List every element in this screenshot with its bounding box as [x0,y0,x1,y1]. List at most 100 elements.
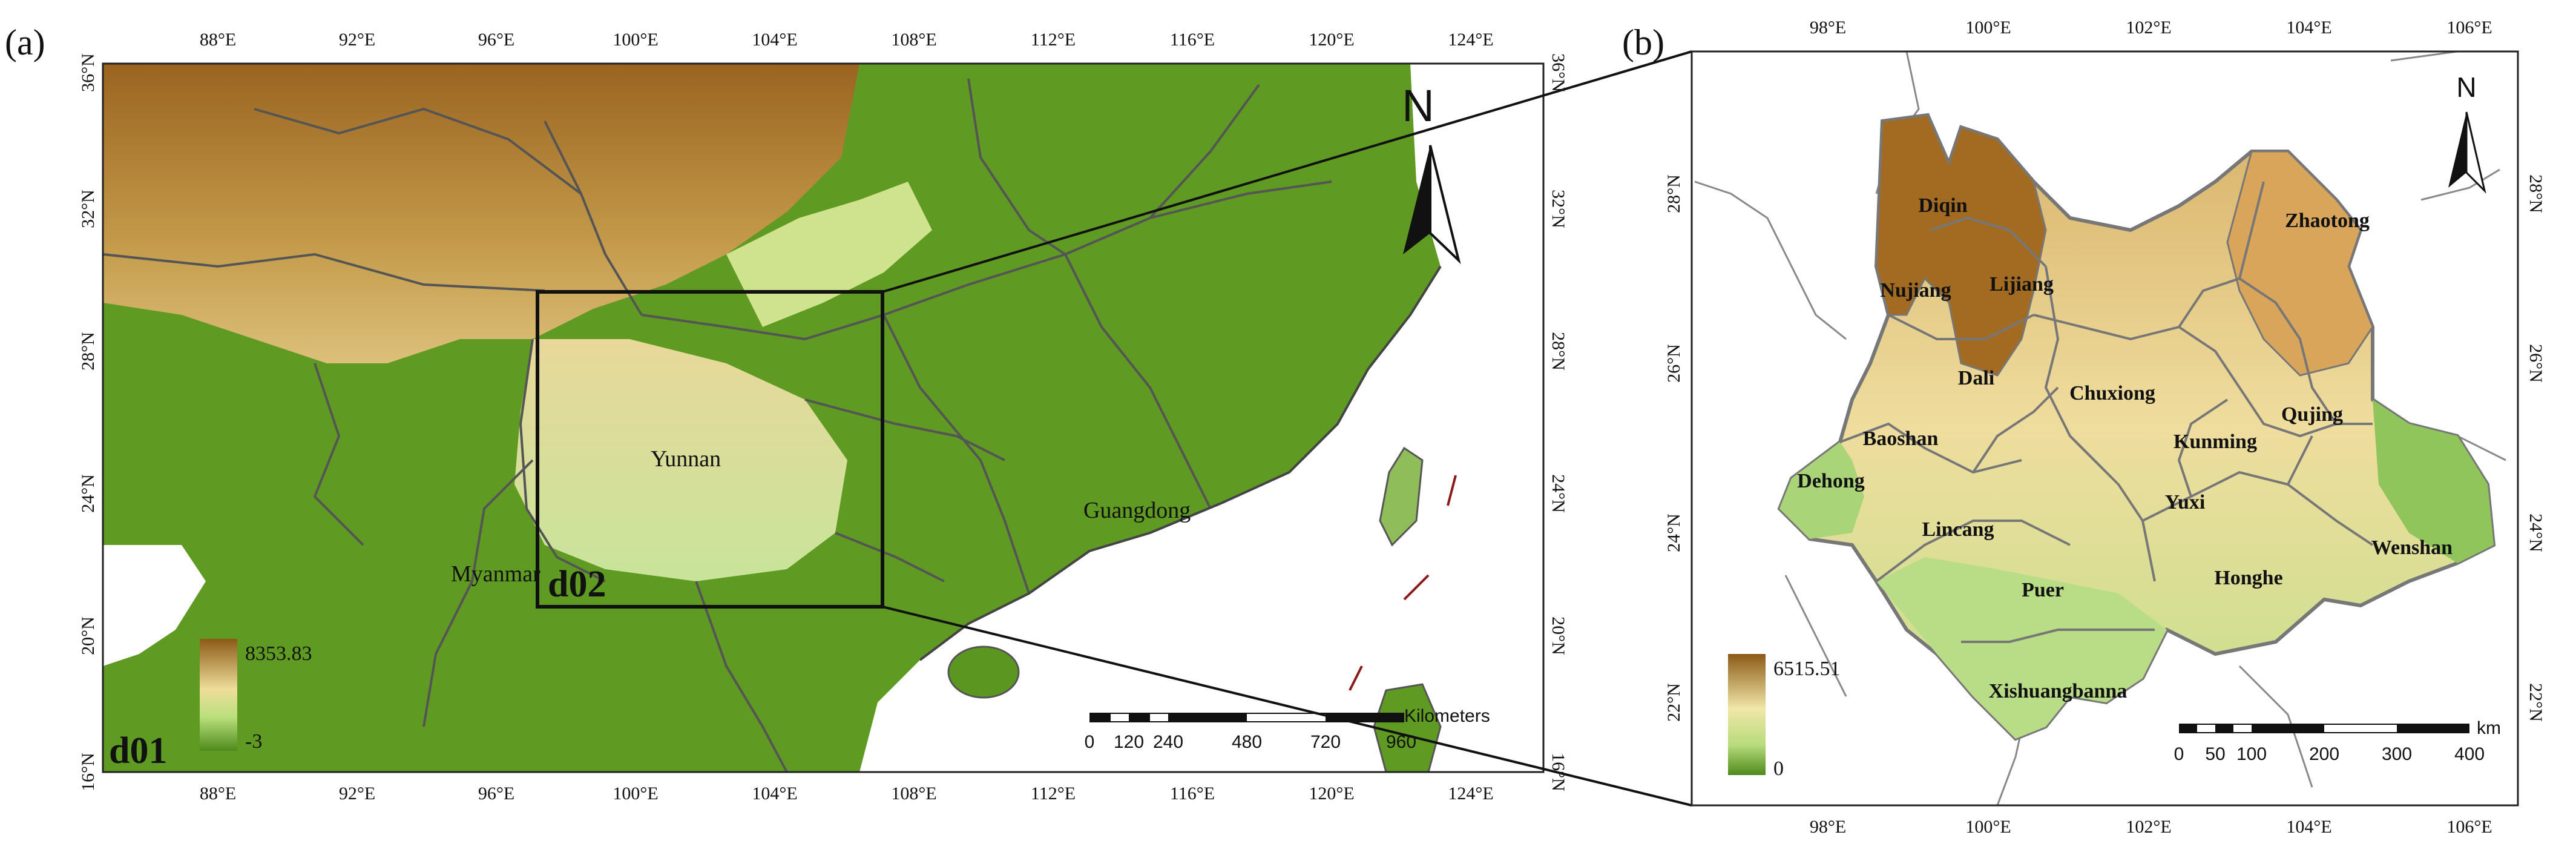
place-guangdong: Guangdong [1083,498,1191,523]
scale-tick: 120 [1114,732,1144,752]
lon-ticks-top-a: 88°E 92°E 96°E 100°E 104°E 108°E 112°E 1… [200,30,1494,50]
lon-tick: 116°E [1170,784,1215,804]
lat-tick: 36°N [78,53,98,92]
label-nujiang: Nujiang [1880,279,1951,302]
label-wenshan: Wenshan [2371,536,2453,559]
lat-tick: 32°N [1548,190,1568,228]
scale-unit-b: km [2477,718,2501,738]
lon-tick: 98°E [1810,18,1846,38]
label-dali: Dali [1958,367,1994,389]
northeast-highlands [2226,150,2374,377]
lon-tick: 92°E [339,784,375,804]
scale-tick: 50 [2205,744,2225,764]
lon-tick: 106°E [2446,18,2492,38]
scale-tick: 240 [1153,732,1183,752]
prefecture-borders [1839,181,2374,643]
lon-tick: 96°E [478,784,514,804]
lon-tick: 100°E [1965,817,2011,837]
scale-tick: 0 [2174,744,2184,764]
lat-tick: 24°N [78,474,98,513]
prefecture-labels: Diqin Nujiang Lijiang Zhaotong Dali Chux… [1797,194,2453,702]
lon-tick: 124°E [1448,30,1493,50]
lon-tick: 100°E [1965,18,2011,38]
legend-b-max: 6515.51 [1773,658,1841,680]
scale-tick: 200 [2309,744,2339,764]
label-yuxi: Yuxi [2165,491,2206,513]
lat-ticks-left-b: 22°N 24°N 26°N 28°N [1664,174,1684,722]
legend-a-max: 8353.83 [245,642,312,665]
scale-tick: 100 [2236,744,2267,764]
label-kunming: Kunming [2174,431,2257,453]
lat-ticks-right-b: 22°N 24°N 26°N 28°N [2526,174,2546,722]
lat-tick: 28°N [78,332,98,371]
lon-tick: 108°E [891,784,936,804]
north-label-a: N [1402,81,1434,131]
north-arrow-left [1403,145,1430,254]
taiwan-island [1379,446,1424,547]
lon-tick: 104°E [752,30,797,50]
dehong-lowlands [1779,442,1864,539]
lat-tick: 26°N [1664,344,1684,383]
lon-tick: 102°E [2126,817,2171,837]
lon-tick: 108°E [891,30,936,50]
lat-tick: 22°N [2526,683,2546,722]
scale-tick: 480 [1232,732,1262,752]
lon-tick: 88°E [200,784,236,804]
lat-tick: 32°N [78,190,98,228]
label-chuxiong: Chuxiong [2069,382,2155,404]
lon-tick: 100°E [613,30,658,50]
d02-domain-box [536,290,884,609]
place-yunnan: Yunnan [651,446,721,472]
north-arrow-right-b [2465,111,2486,194]
scale-tick: 0 [1085,732,1095,752]
scale-tick: 300 [2382,744,2412,764]
panel-a-label: (a) [5,22,45,62]
lat-tick: 24°N [1548,474,1568,513]
lon-tick: 98°E [1810,817,1846,837]
lon-tick: 120°E [1309,30,1354,50]
northwest-highlands [1875,114,2047,377]
map-a-area [102,64,1543,773]
southern-lowlands [1876,557,2167,739]
north-label-b: N [2456,71,2476,103]
lat-ticks-left-a: 16°N 20°N 24°N 28°N 32°N 36°N [78,53,98,791]
lat-tick: 24°N [2526,513,2546,552]
lat-tick: 26°N [2526,344,2546,383]
lon-tick: 104°E [2286,817,2331,837]
north-arrow-a: N [1402,81,1461,265]
label-lincang: Lincang [1922,518,1994,541]
scale-unit-a: Kilometers [1404,706,1490,726]
lon-tick: 96°E [478,30,514,50]
label-honghe: Honghe [2214,567,2282,589]
lon-tick: 120°E [1309,784,1354,804]
label-qujing: Qujing [2281,403,2343,426]
scale-tick: 400 [2454,744,2485,764]
hainan-island [947,645,1020,699]
legend-a-min: -3 [245,730,262,753]
wenshan-lowlands [2373,400,2494,563]
bay-of-bengal [103,545,206,666]
lon-tick: 124°E [1448,784,1493,804]
d02-label: d02 [548,564,606,605]
map-a-frame [102,62,1545,773]
lat-tick: 28°N [1664,174,1684,213]
label-diqin: Diqin [1918,194,1967,217]
lon-tick: 104°E [752,784,797,804]
label-puer: Puer [2022,579,2064,601]
lon-ticks-bottom-b: 98°E 100°E 102°E 104°E 106°E [1810,817,2492,837]
lon-tick: 112°E [1031,30,1076,50]
lon-tick: 104°E [2286,18,2331,38]
lon-tick: 116°E [1170,30,1215,50]
lon-ticks-top-b: 98°E 100°E 102°E 104°E 106°E [1810,18,2492,38]
label-baoshan: Baoshan [1863,428,1939,450]
panel-a: (a) [5,22,1568,804]
lat-ticks-right-a: 16°N 20°N 24°N 28°N 32°N 36°N [1548,53,1568,791]
lon-tick: 112°E [1031,784,1076,804]
north-arrow-left-b [2448,112,2466,188]
tibetan-plateau [103,64,859,363]
lat-tick: 24°N [1664,513,1684,552]
lon-tick: 88°E [200,30,236,50]
lon-tick: 106°E [2446,817,2492,837]
sea-lines [1349,475,1457,691]
